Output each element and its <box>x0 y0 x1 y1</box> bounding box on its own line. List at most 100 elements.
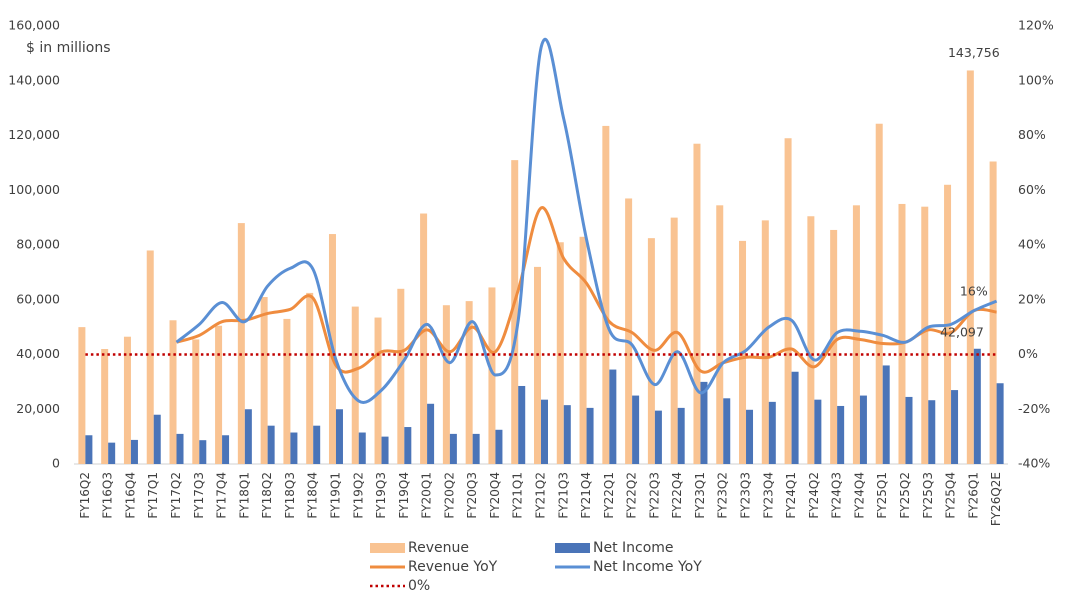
y2-tick-label: -40% <box>1018 456 1050 471</box>
y-tick-label: 100,000 <box>8 182 60 197</box>
x-tick-label: FY21Q2 <box>534 472 548 519</box>
x-tick-label: FY22Q1 <box>602 472 616 519</box>
x-tick-label: FY18Q2 <box>260 472 274 519</box>
bar <box>534 266 541 464</box>
bar <box>306 292 314 464</box>
x-tick-label: FY25Q3 <box>921 472 935 519</box>
chart-subtitle: $ in millions <box>26 40 111 56</box>
bar <box>192 339 200 464</box>
x-tick-label: FY25Q1 <box>875 472 889 519</box>
legend-swatch <box>555 543 590 553</box>
y2-tick-label: 80% <box>1018 127 1046 142</box>
bar <box>374 317 382 464</box>
x-tick-label: FY20Q3 <box>465 472 479 519</box>
bar <box>852 205 860 464</box>
y-tick-label: 0 <box>52 456 60 471</box>
bar <box>602 125 610 464</box>
line <box>176 206 997 374</box>
bar <box>830 229 838 464</box>
x-tick-label: FY18Q3 <box>283 472 297 519</box>
bar <box>670 217 678 464</box>
x-tick-label: FY21Q1 <box>511 472 525 519</box>
bar <box>495 429 503 464</box>
bar <box>358 432 366 464</box>
x-tick-label: FY25Q2 <box>898 472 912 519</box>
bar <box>784 138 792 465</box>
bar <box>472 433 480 464</box>
x-tick-label: FY17Q2 <box>169 472 183 519</box>
data-label: 42,097 <box>940 325 984 340</box>
legend-label: Net Income YoY <box>593 559 702 575</box>
bar <box>921 206 929 465</box>
bar <box>973 348 981 464</box>
bar <box>814 399 822 464</box>
bar <box>556 242 564 464</box>
bar <box>837 405 845 464</box>
x-tick-label: FY16Q2 <box>78 472 92 519</box>
bar <box>283 318 291 464</box>
bar <box>632 395 640 464</box>
x-tick-label: FY24Q1 <box>784 472 798 519</box>
bar <box>397 288 405 464</box>
x-tick-label: FY22Q2 <box>625 472 639 519</box>
legend-swatch <box>370 543 405 553</box>
x-tick-label: FY20Q2 <box>442 472 456 519</box>
bar <box>928 400 936 464</box>
bar <box>420 213 428 464</box>
bar <box>541 399 548 464</box>
bar <box>488 287 496 464</box>
bar <box>723 398 731 464</box>
x-tick-label: FY23Q2 <box>716 472 730 519</box>
x-tick-label: FY18Q4 <box>306 472 320 519</box>
y2-tick-label: 20% <box>1018 291 1046 306</box>
x-tick-label: FY24Q2 <box>807 472 821 519</box>
bar <box>518 385 526 464</box>
bar <box>427 403 435 464</box>
y2-tick-label: 40% <box>1018 237 1046 252</box>
bar <box>875 123 883 464</box>
x-tick-label: FY26Q1 <box>966 472 980 519</box>
bar <box>404 427 412 464</box>
bar <box>199 440 207 464</box>
legend-label: 0% <box>408 578 430 594</box>
legend-label: Revenue <box>408 540 469 556</box>
bar <box>78 327 86 464</box>
bar <box>108 442 116 464</box>
bar <box>586 407 594 464</box>
bar <box>290 432 298 464</box>
y2-tick-label: 120% <box>1018 18 1054 33</box>
x-tick-label: FY19Q2 <box>351 472 365 519</box>
y2-tick-label: 0% <box>1018 346 1038 361</box>
bar <box>442 305 450 464</box>
bar <box>791 371 799 464</box>
bar <box>768 401 776 464</box>
bar <box>693 143 701 464</box>
x-tick-label: FY22Q3 <box>647 472 661 519</box>
bar <box>898 203 906 464</box>
bar <box>351 306 359 464</box>
bar <box>807 216 815 464</box>
x-tick-label: FY23Q1 <box>693 472 707 519</box>
bar <box>951 390 959 464</box>
bar <box>313 425 321 464</box>
bar <box>85 435 93 464</box>
x-tick-label: FY17Q3 <box>192 472 206 519</box>
x-tick-label: FY16Q3 <box>101 472 115 519</box>
y-tick-label: 20,000 <box>16 401 60 416</box>
line <box>175 37 998 404</box>
bar <box>153 414 161 464</box>
bar <box>579 236 587 464</box>
bar <box>966 70 974 464</box>
y2-tick-label: 100% <box>1018 72 1054 87</box>
legend-label: Revenue YoY <box>408 559 498 575</box>
legend-label: Net Income <box>593 540 674 556</box>
x-tick-label: FY19Q1 <box>328 472 342 519</box>
y-tick-label: 120,000 <box>8 127 60 142</box>
x-tick-label: FY17Q4 <box>215 472 229 519</box>
y-tick-label: 140,000 <box>8 72 60 87</box>
x-tick-label: FY16Q4 <box>123 472 137 519</box>
bar <box>746 409 754 464</box>
bar <box>700 381 708 464</box>
bar <box>260 297 268 464</box>
